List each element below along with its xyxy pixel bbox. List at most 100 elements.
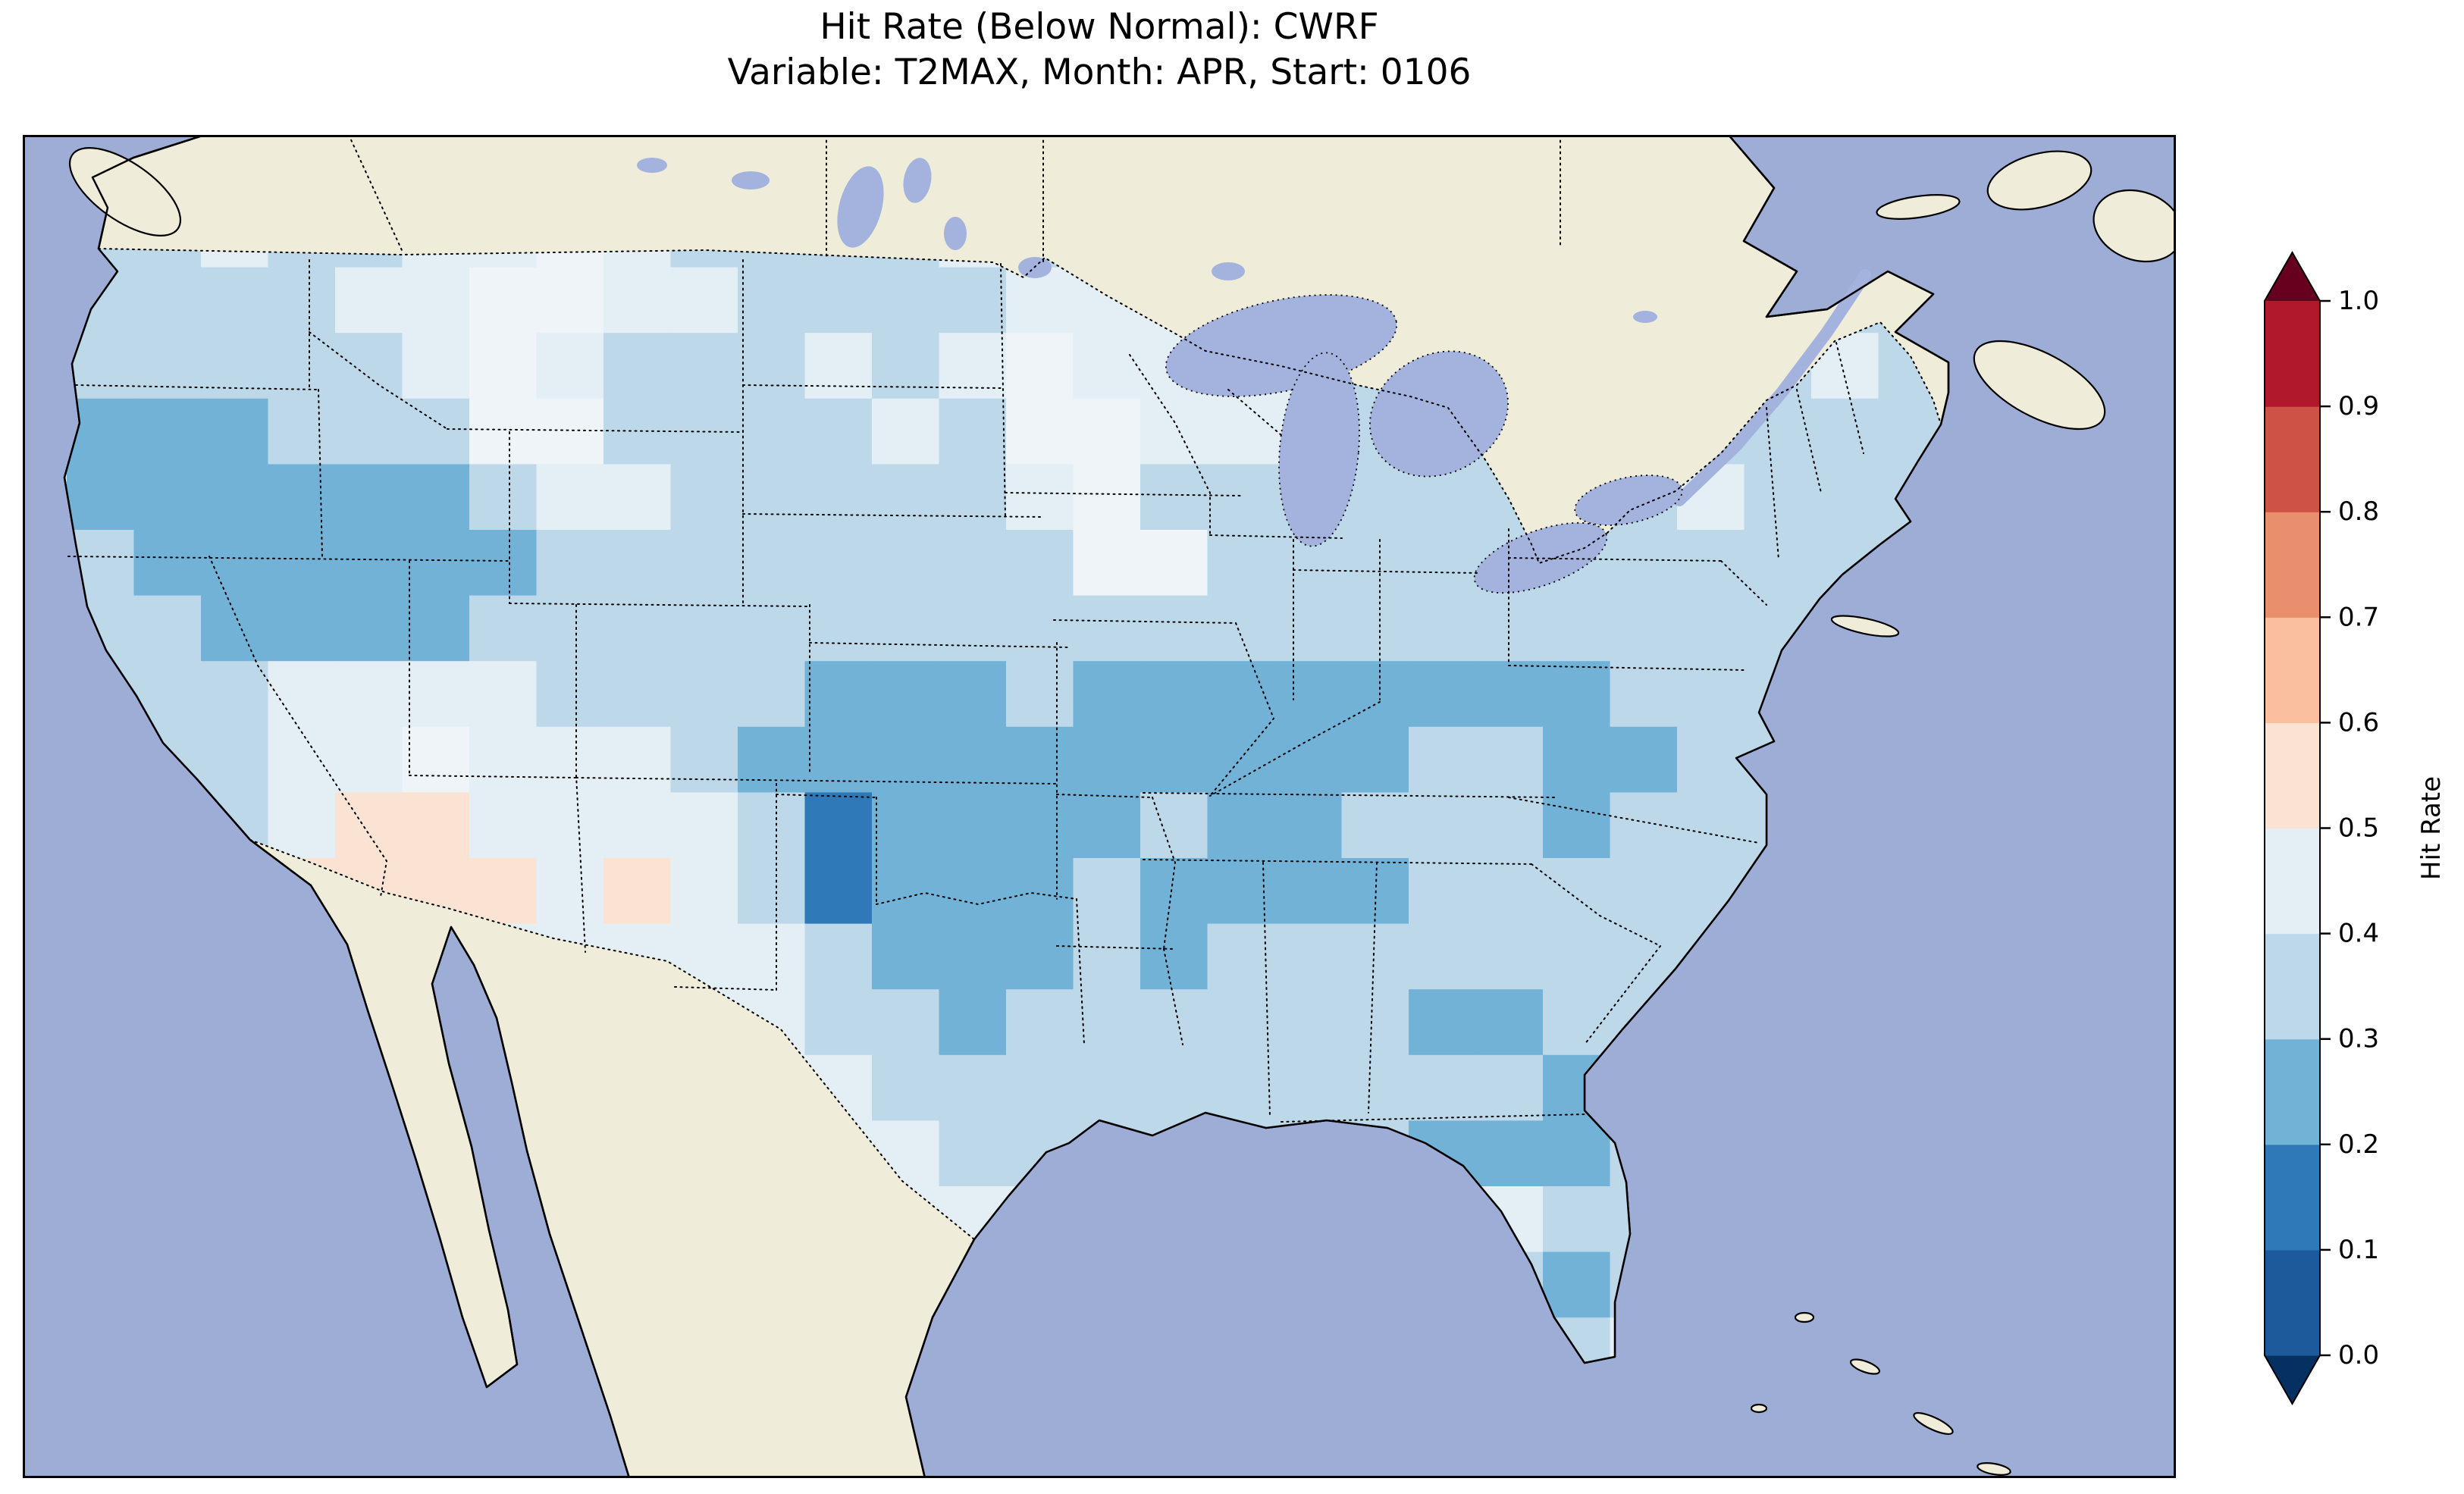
great-lake <box>1473 521 1608 594</box>
colorbar-tick-label: 0.9 <box>2338 391 2379 421</box>
grid-cell <box>1341 595 1409 662</box>
grid-cell <box>268 530 336 597</box>
grid-cell <box>133 249 202 268</box>
colorbar-tick-label: 0.8 <box>2338 496 2379 527</box>
grid-cell <box>1543 595 1611 662</box>
grid-cell <box>536 792 604 859</box>
grid-cell <box>1409 1054 1477 1122</box>
anticosti-island <box>1876 194 1961 220</box>
grid-cell <box>1677 530 1745 597</box>
small-lake <box>903 158 932 203</box>
grid-cell <box>402 530 470 597</box>
colorbar-bin <box>2265 406 2320 512</box>
grid-cell <box>1610 661 1678 728</box>
grid-cell <box>201 398 269 465</box>
state-border <box>75 384 319 390</box>
grid-cell <box>201 595 269 662</box>
grid-cell <box>1207 530 1275 597</box>
state-border <box>1209 534 1343 539</box>
grid-cell <box>1811 398 1879 465</box>
long-island <box>1830 615 1900 637</box>
grid-cell <box>1006 792 1074 859</box>
grid-cell <box>804 530 873 597</box>
grid-cell <box>1073 726 1141 794</box>
grid-cell <box>603 530 672 597</box>
grid-cell <box>1073 464 1141 531</box>
state-border <box>1766 407 1779 560</box>
grid-cell <box>939 726 1007 794</box>
state-border <box>1293 569 1479 574</box>
grid-cell <box>872 333 940 399</box>
grid-cell <box>1006 989 1074 1056</box>
grid-cell <box>939 398 1007 465</box>
grid-cell <box>939 989 1007 1056</box>
grid-cell <box>939 792 1007 859</box>
grid-cell <box>1140 661 1208 728</box>
grid-cell <box>1543 923 1611 990</box>
grid-cell <box>603 858 672 925</box>
grid-cell <box>1207 661 1275 728</box>
us-canada-border <box>98 248 1942 565</box>
grid-cell <box>670 858 738 925</box>
figure-title: Hit Rate (Below Normal): CWRF <box>820 6 1379 48</box>
grid-cell <box>670 530 738 597</box>
grid-cell <box>1274 989 1343 1056</box>
grid-cell <box>738 464 806 531</box>
state-border <box>1163 948 1183 1045</box>
grid-cell <box>469 661 538 728</box>
grid-cell <box>738 726 806 794</box>
grid-cell <box>1744 464 1812 531</box>
colorbar-tick-label: 0.1 <box>2338 1235 2379 1265</box>
grid-cell <box>804 333 873 399</box>
grid-cell <box>402 333 470 399</box>
state-border <box>447 428 744 433</box>
grid-cell <box>804 595 873 662</box>
state-border <box>1209 701 1381 797</box>
grid-cell <box>804 398 873 465</box>
grid-cell <box>1006 398 1074 465</box>
grid-cell <box>1006 464 1074 531</box>
state-border <box>1005 492 1244 496</box>
grid-cell <box>469 792 538 859</box>
bahamas-island <box>1750 1403 1768 1414</box>
grid-cell <box>1207 792 1275 859</box>
grid-cell <box>1073 989 1141 1056</box>
grid-cell <box>1073 923 1141 990</box>
grid-cell <box>1207 464 1275 531</box>
colorbar: 0.0 0.1 0.2 0.3 0.4 0.5 0.6 0.7 0.8 0.9 1.0 Hit Ra… <box>2264 250 2447 1406</box>
grid-cell <box>738 661 806 728</box>
grid-cell <box>1140 530 1208 597</box>
state-border <box>1209 622 1275 797</box>
colorbar-bin <box>2265 1249 2320 1356</box>
grid-cell <box>1274 1054 1343 1122</box>
grid-cell <box>670 595 738 662</box>
grid-cell <box>603 464 672 531</box>
colorbar-bin <box>2265 512 2320 618</box>
grid-cell <box>402 267 470 334</box>
grid-cell <box>1073 661 1141 728</box>
grid-cell <box>939 464 1007 531</box>
great-lake <box>1278 352 1360 547</box>
grid-cell <box>335 464 403 531</box>
grid-cell <box>872 661 940 728</box>
grid-cell <box>1006 595 1074 662</box>
grid-cell <box>201 661 269 728</box>
grid-cell <box>268 398 336 465</box>
grid-cell <box>536 595 604 662</box>
colorbar-bin <box>2265 1144 2320 1251</box>
grid-cell <box>268 464 336 531</box>
grid-cell <box>469 333 538 399</box>
grid-cell <box>939 858 1007 925</box>
grid-cell <box>1207 726 1275 794</box>
grid-cell <box>1341 989 1409 1056</box>
small-lake <box>837 166 884 248</box>
grid-cell <box>1409 858 1477 925</box>
grid-cell <box>469 398 538 465</box>
grid-cell <box>1409 530 1477 597</box>
grid-cell <box>872 1054 940 1122</box>
grid-cell <box>1073 530 1141 597</box>
state-border <box>1584 945 1661 1045</box>
state-border <box>876 891 1077 906</box>
grid-cell <box>469 858 538 925</box>
grid-cell <box>1341 726 1409 794</box>
